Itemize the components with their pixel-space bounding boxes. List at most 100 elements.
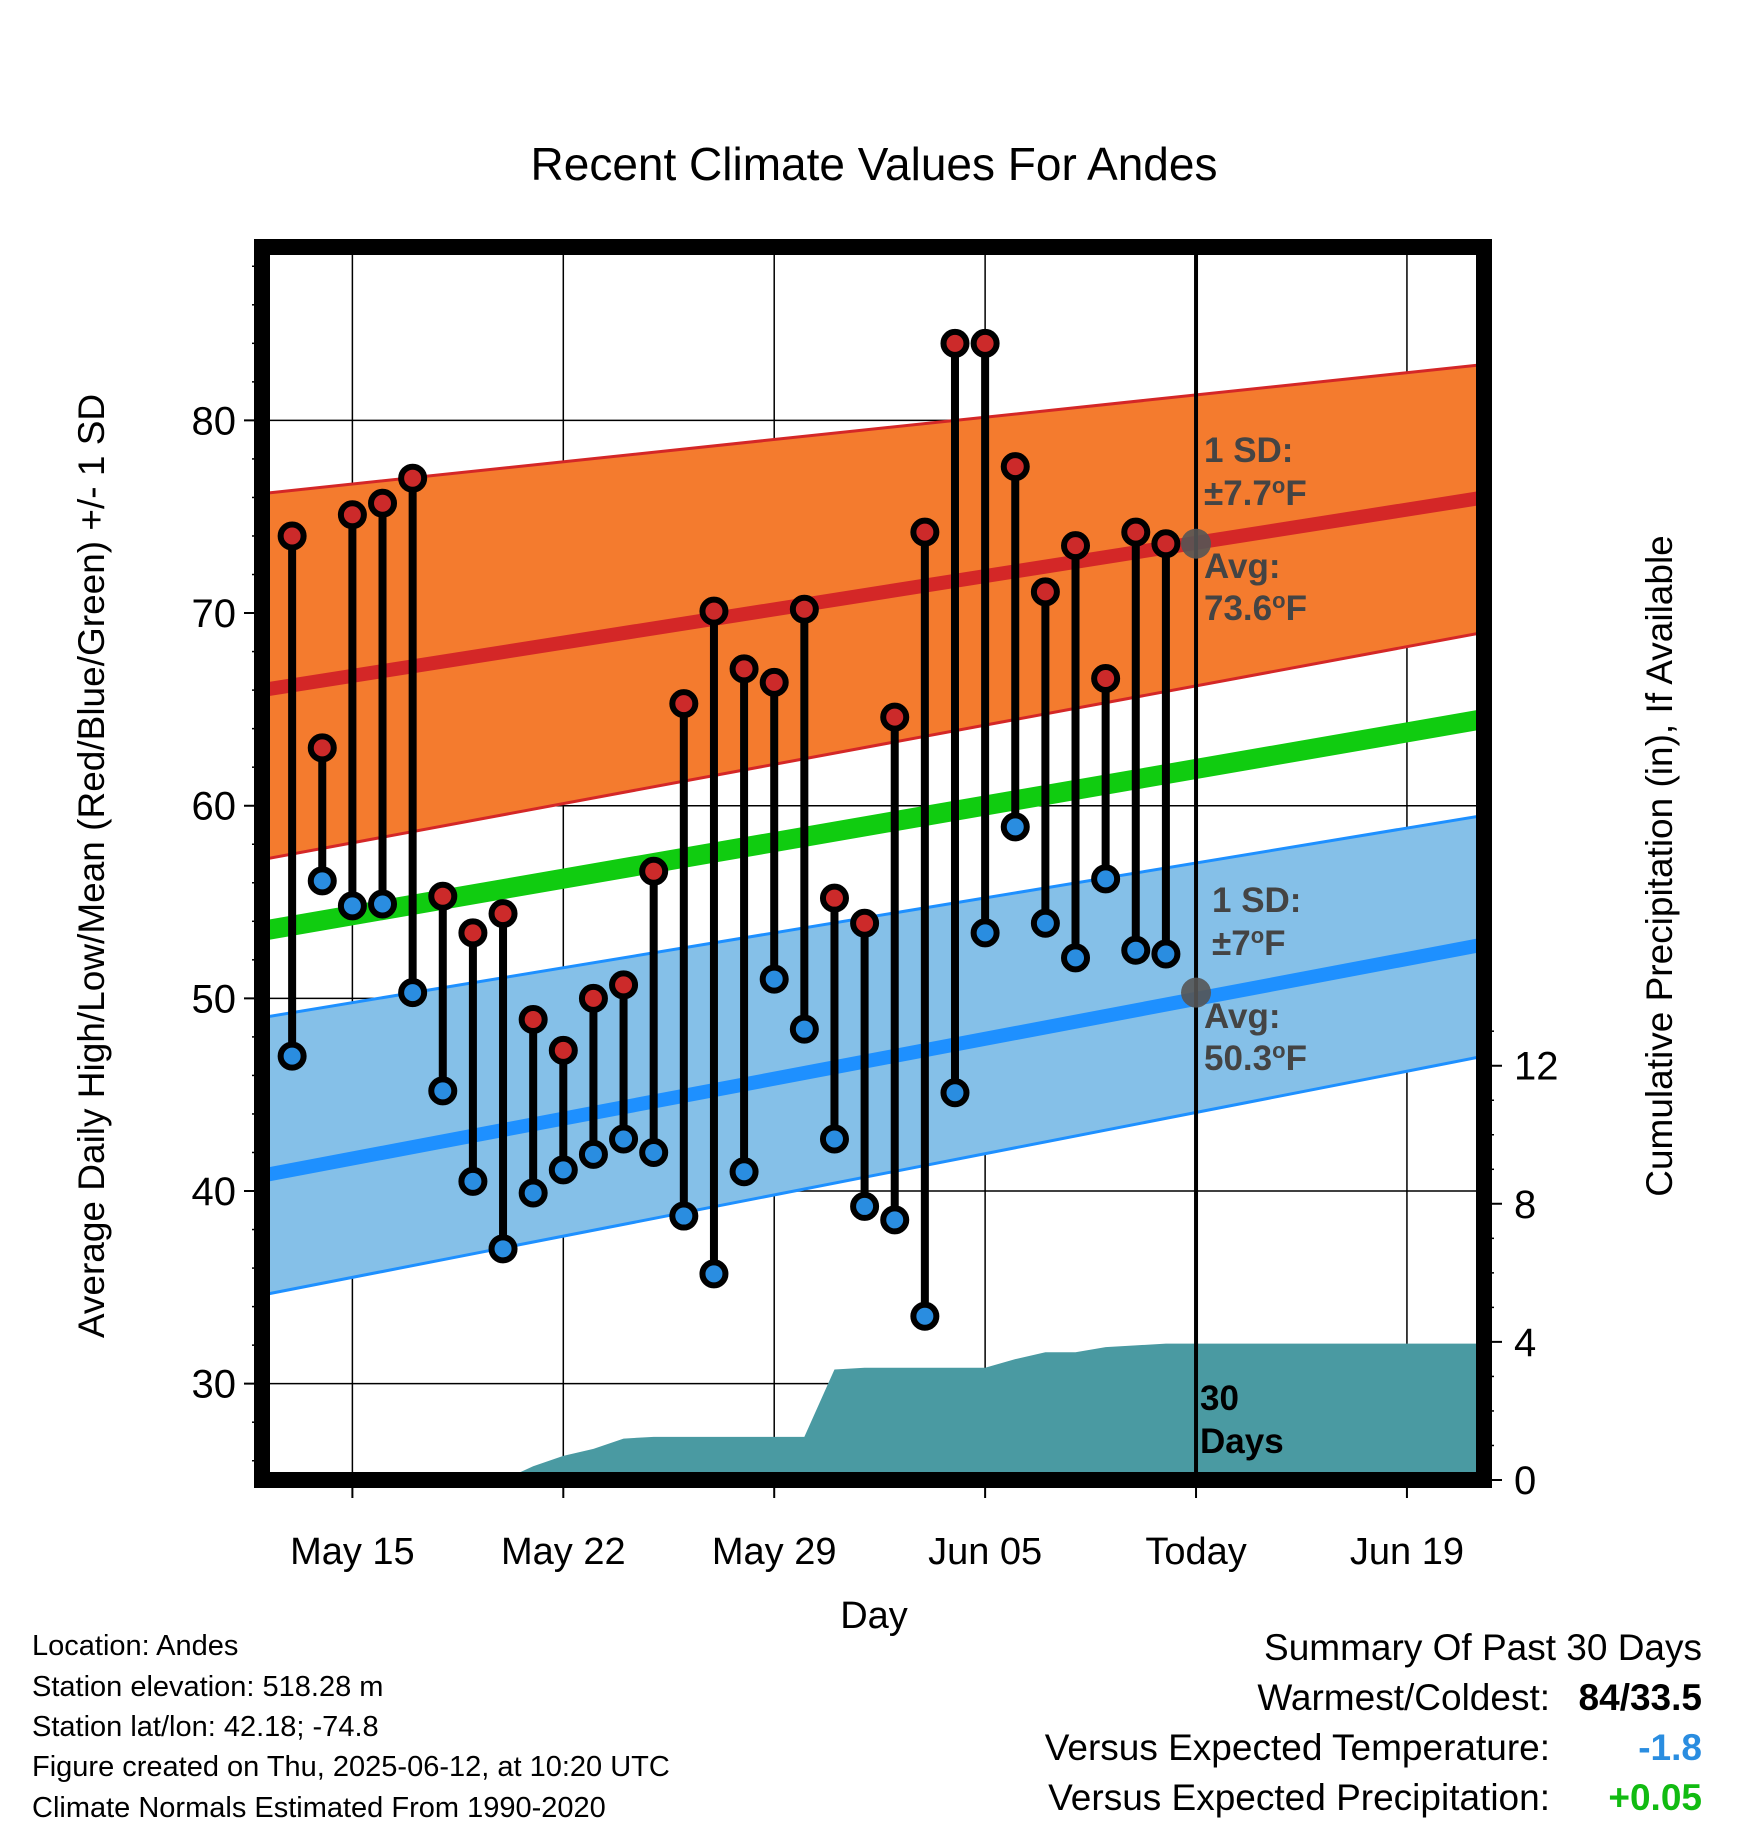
daily-low-point bbox=[639, 1137, 669, 1167]
summary-temp-row: Versus Expected Temperature: -1.8 bbox=[1045, 1727, 1702, 1769]
daily-low-point bbox=[819, 1124, 849, 1154]
daily-high-point bbox=[277, 521, 307, 551]
daily-high-point bbox=[398, 463, 428, 493]
daily-high-point bbox=[488, 899, 518, 929]
daily-high-point bbox=[337, 500, 367, 530]
footer-elevation: Station elevation: 518.28 m bbox=[32, 1671, 384, 1703]
right-tick-label: 4 bbox=[1514, 1321, 1536, 1365]
right-tick-label: 12 bbox=[1514, 1045, 1559, 1089]
left-tick-label: 50 bbox=[192, 977, 237, 1021]
daily-high-point bbox=[880, 702, 910, 732]
daily-low-point bbox=[518, 1178, 548, 1208]
daily-high-point bbox=[1151, 529, 1181, 559]
x-tick-label: May 15 bbox=[290, 1531, 415, 1573]
daily-low-point bbox=[1030, 908, 1060, 938]
daily-high-point bbox=[1091, 664, 1121, 694]
summary-warmest-row: Warmest/Coldest: 84/33.5 bbox=[1257, 1677, 1702, 1719]
left-tick-label: 80 bbox=[192, 399, 237, 443]
summary-title: Summary Of Past 30 Days bbox=[1264, 1627, 1702, 1668]
daily-low-point bbox=[609, 1124, 639, 1154]
left-tick-label: 40 bbox=[192, 1170, 237, 1214]
daily-high-point bbox=[940, 328, 970, 358]
normal-low-line bbox=[262, 937, 1484, 1183]
daily-low-point bbox=[940, 1078, 970, 1108]
today-days-label: Days bbox=[1200, 1422, 1284, 1461]
today-low-avg-marker bbox=[1181, 977, 1212, 1008]
high-sd-label: 1 SD: bbox=[1204, 431, 1293, 470]
summary-warmest-value: 84/33.5 bbox=[1578, 1677, 1702, 1718]
today-high-avg-marker bbox=[1181, 528, 1212, 559]
right-tick-label: 0 bbox=[1514, 1459, 1536, 1503]
daily-low-point bbox=[1091, 864, 1121, 894]
footer-created: Figure created on Thu, 2025-06-12, at 10… bbox=[32, 1751, 670, 1783]
daily-high-point bbox=[669, 689, 699, 719]
normal-mean-line bbox=[262, 709, 1484, 941]
daily-low-point bbox=[699, 1259, 729, 1289]
daily-high-point bbox=[1030, 577, 1060, 607]
low-avg-value: 50.3oF bbox=[1204, 1038, 1307, 1079]
plot-frame bbox=[254, 239, 1492, 1488]
normal-high-line bbox=[262, 490, 1484, 698]
daily-low-point bbox=[1061, 943, 1091, 973]
low-sd-label: 1 SD: bbox=[1212, 881, 1301, 920]
daily-low-point bbox=[337, 891, 367, 921]
low-sd-value: ±7oF bbox=[1212, 923, 1286, 964]
daily-high-point bbox=[759, 667, 789, 697]
summary-temp-value: -1.8 bbox=[1638, 1727, 1702, 1768]
daily-high-point bbox=[1121, 517, 1151, 547]
daily-low-point bbox=[277, 1041, 307, 1071]
daily-low-point bbox=[368, 889, 398, 919]
daily-high-point bbox=[819, 883, 849, 913]
x-tick-label: Jun 19 bbox=[1350, 1531, 1464, 1573]
daily-high-point bbox=[458, 918, 488, 948]
daily-low-point bbox=[789, 1014, 819, 1044]
x-tick-label: Jun 05 bbox=[928, 1531, 1042, 1573]
daily-low-point bbox=[548, 1155, 578, 1185]
daily-low-point bbox=[458, 1166, 488, 1196]
summary-precip-label: Versus Expected Precipitation: bbox=[1048, 1777, 1550, 1818]
daily-low-point bbox=[850, 1191, 880, 1221]
daily-low-point bbox=[1151, 939, 1181, 969]
x-tick-label: May 29 bbox=[712, 1531, 837, 1573]
daily-high-point bbox=[699, 596, 729, 626]
today-days-label: 30 bbox=[1200, 1379, 1239, 1418]
daily-low-point bbox=[578, 1139, 608, 1169]
high-avg-label: Avg: bbox=[1204, 547, 1280, 586]
left-tick-label: 30 bbox=[192, 1363, 237, 1407]
x-tick-label: Today bbox=[1145, 1531, 1246, 1573]
x-tick-label: May 22 bbox=[501, 1531, 626, 1573]
daily-high-point bbox=[639, 856, 669, 886]
summary-warmest-label: Warmest/Coldest: bbox=[1257, 1677, 1550, 1718]
daily-low-point bbox=[398, 978, 428, 1008]
left-tick-label: 70 bbox=[192, 592, 237, 636]
daily-high-point bbox=[729, 654, 759, 684]
y-axis-right-label: Cumulative Precipitation (in), If Availa… bbox=[1639, 535, 1680, 1197]
daily-low-point bbox=[307, 866, 337, 896]
daily-high-point bbox=[518, 1005, 548, 1035]
footer-location: Location: Andes bbox=[32, 1630, 239, 1662]
low-avg-label: Avg: bbox=[1204, 997, 1280, 1036]
high-sd-value: ±7.7oF bbox=[1204, 473, 1307, 514]
daily-high-point bbox=[789, 594, 819, 624]
daily-low-point bbox=[428, 1076, 458, 1106]
daily-low-point bbox=[759, 964, 789, 994]
daily-low-point bbox=[729, 1157, 759, 1187]
summary-precip-value: +0.05 bbox=[1608, 1777, 1702, 1818]
daily-high-point bbox=[1000, 452, 1030, 482]
daily-low-point bbox=[488, 1234, 518, 1264]
daily-high-point bbox=[578, 983, 608, 1013]
daily-high-point bbox=[548, 1035, 578, 1065]
daily-high-point bbox=[910, 517, 940, 547]
daily-low-point bbox=[1121, 935, 1151, 965]
summary-precip-row: Versus Expected Precipitation: +0.05 bbox=[1048, 1777, 1702, 1819]
daily-low-point bbox=[970, 918, 1000, 948]
y-axis-left-label: Average Daily High/Low/Mean (Red/Blue/Gr… bbox=[71, 394, 112, 1338]
high-avg-value: 73.6oF bbox=[1204, 588, 1307, 629]
daily-high-point bbox=[428, 881, 458, 911]
daily-high-point bbox=[850, 908, 880, 938]
chart-title: Recent Climate Values For Andes bbox=[531, 138, 1218, 190]
right-tick-label: 8 bbox=[1514, 1183, 1536, 1227]
daily-low-point bbox=[669, 1201, 699, 1231]
